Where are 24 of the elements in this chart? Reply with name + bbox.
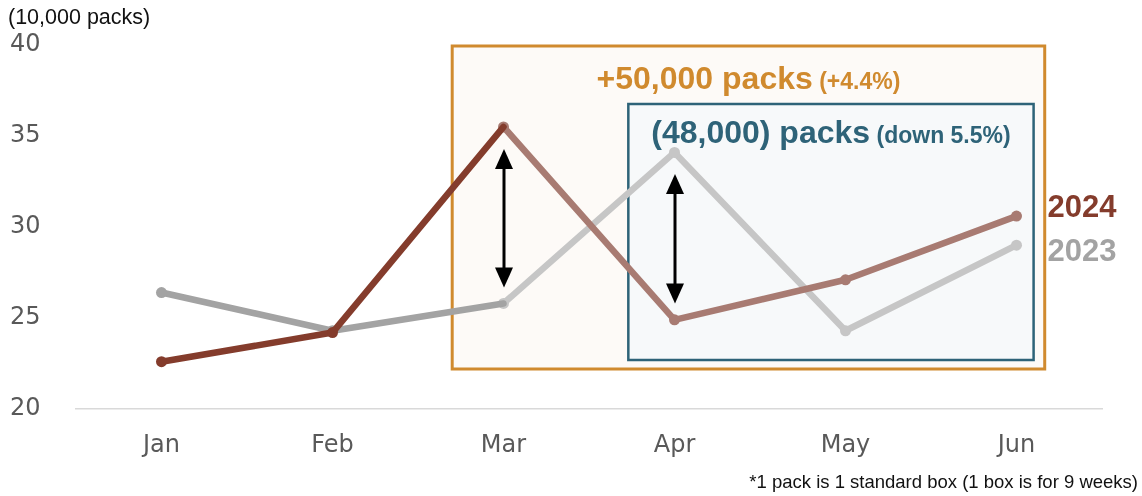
x-tick-label: Feb [311,429,354,458]
text: 2024 [1047,189,1118,225]
x-tick-label: May [820,429,871,458]
point [669,314,680,326]
band-label: (48,000) packs (down 5.5%) [651,114,1011,150]
text: 2023 [1047,233,1117,269]
y-axis-title: (10,000 packs) [8,4,151,29]
y-tick-label: 30 [10,211,41,240]
point [840,274,851,286]
band-label: +50,000 packs (+4.4%) [596,60,901,96]
x-tick-label: Apr [653,429,696,458]
x-tick-label: Jan [141,429,180,458]
text: *1 pack is 1 standard box (1 box is for 9 weeks) [749,471,1138,493]
x-tick-label: Mar [480,429,527,458]
point [840,325,851,337]
point [156,356,167,368]
point [1011,239,1022,251]
x-tick-label: Jun [995,429,1036,458]
y-tick-label: 35 [10,120,41,149]
y-tick-label: 25 [10,302,41,331]
y-tick-label: 40 [10,29,41,58]
point [156,287,167,299]
y-tick-label: 20 [10,393,41,422]
point [1011,210,1022,222]
